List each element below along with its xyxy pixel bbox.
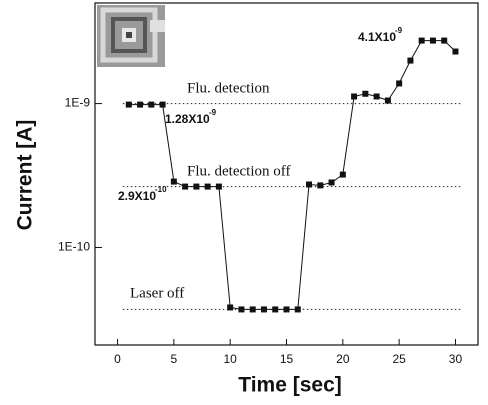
- data-point: [317, 182, 323, 188]
- data-point: [362, 91, 368, 97]
- data-point: [261, 306, 267, 312]
- data-point: [137, 102, 143, 108]
- data-point: [193, 184, 199, 190]
- x-tick-label: 20: [336, 352, 350, 366]
- data-point: [452, 49, 458, 55]
- annotation: 2.9X10: [118, 189, 156, 203]
- data-point: [441, 38, 447, 44]
- chart: Flu. detection Flu. detection off Laser …: [0, 0, 488, 405]
- data-point: [284, 306, 290, 312]
- data-point: [205, 184, 211, 190]
- data-point: [385, 98, 391, 104]
- data-point: [374, 93, 380, 99]
- data-point: [396, 80, 402, 86]
- data-point: [295, 306, 301, 312]
- data-point: [407, 58, 413, 64]
- inset-image: [97, 5, 165, 67]
- y-axis-title: Current [A]: [14, 120, 37, 231]
- annotation-exponent: -9: [209, 108, 217, 117]
- x-tick-label: 5: [171, 352, 178, 366]
- x-tick-label: 0: [114, 352, 121, 366]
- data-point: [216, 184, 222, 190]
- data-point: [419, 38, 425, 44]
- data-point: [238, 306, 244, 312]
- data-point: [351, 93, 357, 99]
- y-tick-label: 1E-9: [65, 96, 91, 110]
- x-tick-label: 25: [392, 352, 406, 366]
- data-point: [306, 181, 312, 187]
- x-tick-label: 30: [449, 352, 463, 366]
- data-point: [148, 102, 154, 108]
- data-point: [329, 179, 335, 185]
- x-tick-label: 15: [280, 352, 294, 366]
- data-point: [171, 179, 177, 185]
- annotation: 1.28X10: [165, 112, 210, 126]
- data-point: [182, 184, 188, 190]
- data-point: [126, 102, 132, 108]
- annotation-exponent: -9: [395, 26, 403, 35]
- y-tick-label: 1E-10: [58, 240, 90, 254]
- annotation-exponent: -10: [155, 185, 167, 194]
- data-point: [430, 38, 436, 44]
- data-point: [250, 306, 256, 312]
- x-tick-label: 10: [223, 352, 237, 366]
- annotation: 4.1X10: [358, 30, 396, 44]
- reference-label: Laser off: [130, 285, 184, 301]
- data-point: [227, 304, 233, 310]
- data-point: [340, 172, 346, 178]
- x-axis-title: Time [sec]: [238, 374, 342, 397]
- reference-label: Flu. detection: [187, 80, 270, 96]
- data-point: [160, 102, 166, 108]
- reference-label: Flu. detection off: [187, 163, 290, 179]
- data-line: [129, 41, 456, 310]
- data-point: [272, 306, 278, 312]
